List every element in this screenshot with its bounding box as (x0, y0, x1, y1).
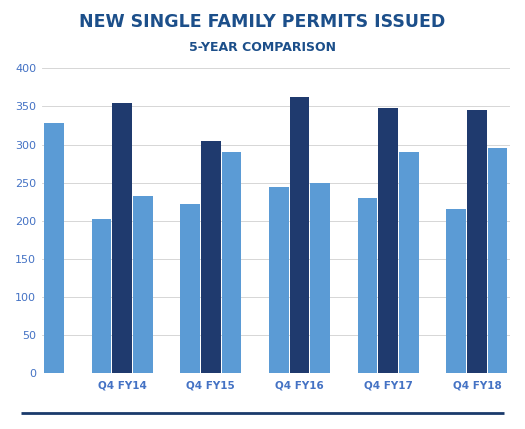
Bar (358, 198, 377, 374)
Bar (201, 141, 220, 374)
Bar (446, 209, 466, 374)
Bar (112, 103, 132, 374)
Bar (467, 110, 487, 374)
Bar (310, 183, 330, 374)
Text: NEW SINGLE FAMILY PERMITS ISSUED: NEW SINGLE FAMILY PERMITS ISSUED (79, 13, 446, 31)
Bar (181, 204, 200, 374)
Bar (379, 108, 398, 374)
Bar (92, 219, 111, 374)
Text: 5-YEAR COMPARISON: 5-YEAR COMPARISON (189, 41, 336, 54)
Bar (133, 196, 153, 374)
Bar (488, 148, 508, 374)
Bar (44, 123, 64, 374)
Bar (290, 97, 309, 374)
Bar (399, 152, 419, 374)
Bar (222, 152, 242, 374)
Bar (269, 187, 289, 374)
